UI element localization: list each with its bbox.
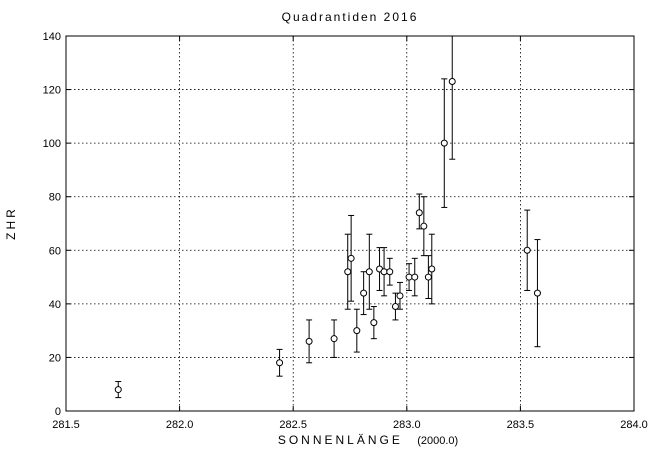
point-marker (428, 265, 436, 273)
point-marker (440, 139, 448, 147)
data-point (448, 35, 456, 160)
point-marker (330, 335, 338, 343)
data-point (114, 381, 122, 399)
data-point (405, 263, 413, 291)
y-tick-label: 20 (49, 352, 61, 364)
point-marker (533, 289, 541, 297)
point-marker (347, 254, 355, 262)
data-point (411, 257, 419, 297)
y-tick-label: 60 (49, 245, 61, 257)
point-marker (411, 273, 419, 281)
point-marker (360, 289, 368, 297)
y-tick-label: 100 (43, 138, 61, 150)
point-marker (305, 337, 313, 345)
data-point (415, 193, 423, 230)
data-point (330, 319, 338, 358)
point-marker (420, 222, 428, 230)
data-point (386, 257, 394, 286)
y-axis-label: ZHR (4, 206, 18, 240)
y-tick-label: 0 (55, 406, 61, 418)
data-point (370, 306, 378, 340)
x-axis-label: SONNENLÄNGE (2000.0) (278, 433, 458, 447)
point-marker (523, 246, 531, 254)
y-tick-label: 120 (43, 85, 61, 97)
data-point (344, 233, 352, 310)
point-marker (424, 273, 432, 281)
data-point (440, 78, 448, 208)
plot-frame (65, 35, 635, 412)
y-axis-ticks: 0 20 40 60 80 100 120 140 (43, 31, 634, 418)
point-marker (114, 386, 122, 394)
data-point (376, 247, 384, 291)
point-marker (448, 78, 456, 86)
data-point (396, 281, 404, 310)
data-point (360, 271, 368, 316)
point-marker (380, 268, 388, 276)
data-point (276, 348, 284, 377)
point-marker (370, 319, 378, 327)
point-marker (405, 273, 413, 281)
data-point (380, 247, 388, 297)
chart-title: Quadrantiden 2016 (282, 10, 419, 24)
point-marker (344, 268, 352, 276)
point-marker (391, 303, 399, 311)
point-marker (276, 359, 284, 367)
data-point (533, 239, 541, 348)
point-marker (396, 292, 404, 300)
y-tick-label: 40 (49, 299, 61, 311)
y-tick-label: 140 (43, 31, 61, 43)
x-axis-label-text: SONNENLÄNGE (278, 433, 403, 447)
data-point (428, 233, 436, 305)
y-tick-label: 80 (49, 192, 61, 204)
data-point (347, 214, 355, 302)
data-point (353, 308, 361, 353)
data-points (114, 35, 541, 399)
data-point (305, 319, 313, 364)
x-axis-label-unit: (2000.0) (417, 435, 458, 447)
grid (66, 36, 634, 411)
x-tick-label: 282.0 (166, 419, 194, 431)
point-marker (415, 209, 423, 217)
data-point (365, 233, 373, 310)
x-tick-label: 283.0 (393, 419, 421, 431)
point-marker (365, 268, 373, 276)
x-tick-label: 283.5 (507, 419, 535, 431)
data-point (424, 255, 432, 299)
data-point (391, 292, 399, 321)
data-point (523, 209, 531, 291)
point-marker (386, 268, 394, 276)
x-tick-label: 282.5 (279, 419, 307, 431)
x-axis-ticks: 281.5 282.0 282.5 283.0 283.5 284.0 (52, 36, 648, 431)
data-point (420, 196, 428, 257)
x-tick-label: 284.0 (620, 419, 648, 431)
point-marker (353, 327, 361, 335)
x-tick-label: 281.5 (52, 419, 80, 431)
